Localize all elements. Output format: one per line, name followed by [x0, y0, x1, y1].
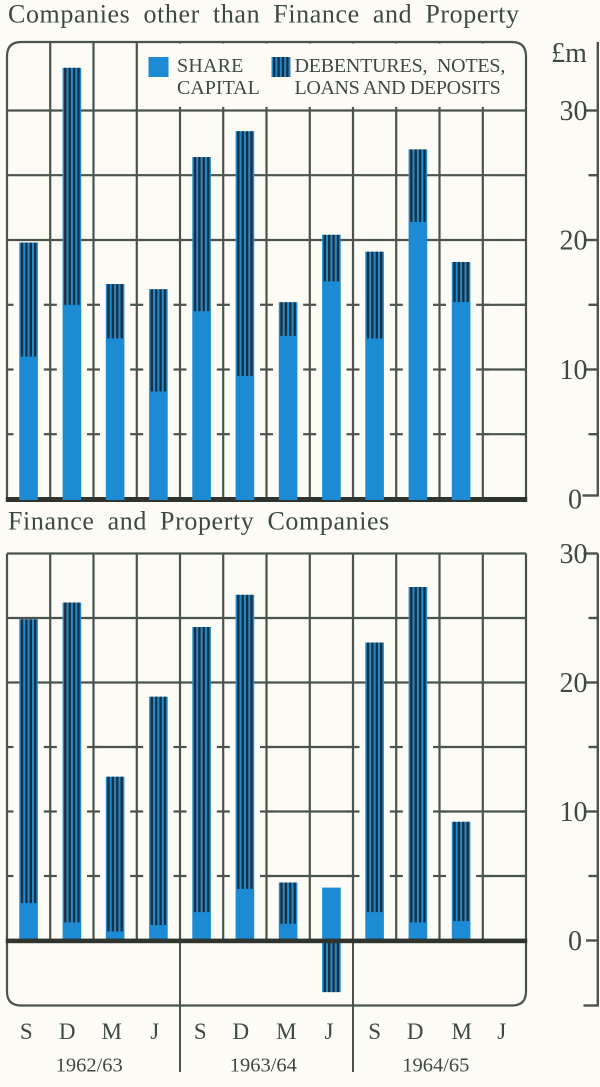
svg-text:0: 0	[568, 484, 582, 515]
svg-text:S: S	[20, 1019, 33, 1044]
svg-text:J: J	[150, 1019, 159, 1044]
svg-text:J: J	[497, 1019, 506, 1044]
svg-text:30: 30	[560, 96, 588, 127]
svg-text:SHARE: SHARE	[177, 55, 244, 77]
svg-text:M: M	[451, 1019, 471, 1044]
svg-text:S: S	[368, 1019, 381, 1044]
svg-text:30: 30	[560, 539, 588, 570]
svg-text:DEBENTURES, NOTES,: DEBENTURES, NOTES,	[295, 55, 506, 77]
svg-text:£m: £m	[551, 38, 587, 69]
svg-text:1964/65: 1964/65	[402, 1055, 469, 1077]
svg-text:D: D	[59, 1019, 76, 1044]
svg-text:Companies other than Finance a: Companies other than Finance and Propert…	[8, 0, 520, 29]
svg-text:0: 0	[568, 926, 582, 957]
svg-text:D: D	[232, 1019, 249, 1044]
svg-text:J: J	[325, 1019, 334, 1044]
svg-text:M: M	[101, 1019, 121, 1044]
svg-text:10: 10	[560, 797, 588, 828]
svg-text:20: 20	[560, 225, 588, 256]
svg-text:LOANS AND DEPOSITS: LOANS AND DEPOSITS	[295, 77, 501, 99]
svg-text:M: M	[276, 1019, 296, 1044]
svg-text:D: D	[407, 1019, 424, 1044]
svg-text:20: 20	[560, 668, 588, 699]
svg-text:1962/63: 1962/63	[56, 1055, 123, 1077]
svg-text:Finance and Property Companies: Finance and Property Companies	[8, 507, 390, 536]
svg-text:CAPITAL: CAPITAL	[177, 77, 260, 99]
svg-text:S: S	[194, 1019, 207, 1044]
svg-text:1963/64: 1963/64	[230, 1055, 297, 1077]
svg-text:10: 10	[560, 355, 588, 386]
